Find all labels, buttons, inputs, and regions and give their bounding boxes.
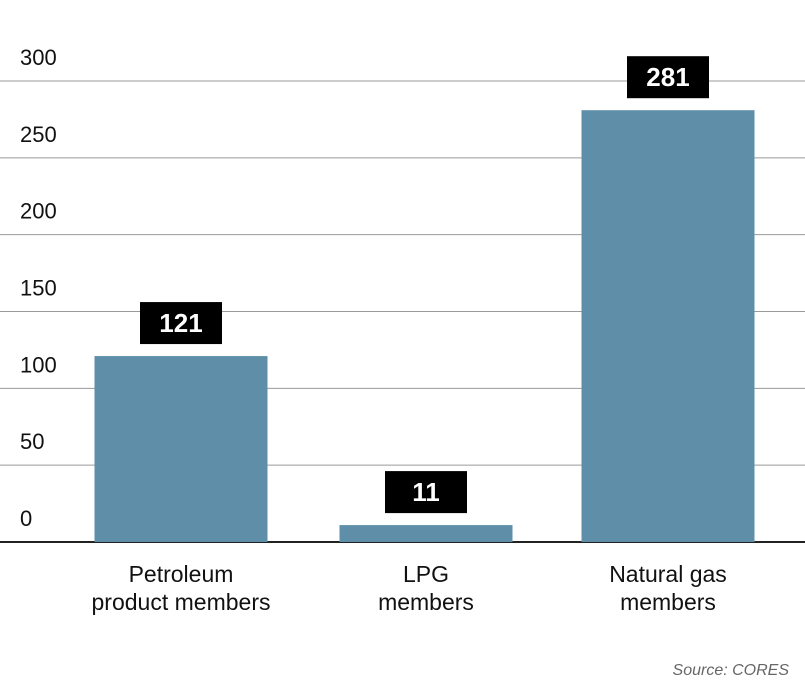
category-label: Petroleum bbox=[129, 561, 234, 587]
category-label: Natural gas bbox=[609, 561, 727, 587]
bars bbox=[94, 110, 755, 543]
data-label-box bbox=[627, 56, 709, 99]
y-tick-label: 150 bbox=[20, 276, 57, 301]
category-label: members bbox=[378, 589, 474, 615]
category-label: product members bbox=[92, 589, 271, 615]
bar bbox=[339, 525, 513, 542]
y-tick-label: 50 bbox=[20, 429, 44, 454]
data-label: 11 bbox=[412, 477, 440, 507]
y-axis-tick-labels: 0 50 100 150 200 250 300 bbox=[20, 45, 57, 531]
data-label-box bbox=[140, 302, 222, 345]
data-labels: 121 11 281 bbox=[140, 56, 709, 514]
category-label: LPG bbox=[403, 561, 449, 587]
data-label: 121 bbox=[159, 308, 202, 338]
y-tick-label: 200 bbox=[20, 199, 57, 224]
data-label: 281 bbox=[646, 62, 689, 92]
category-label: members bbox=[620, 589, 716, 615]
bar bbox=[581, 110, 755, 543]
bar bbox=[94, 356, 268, 542]
y-tick-label: 250 bbox=[20, 122, 57, 147]
y-tick-label: 300 bbox=[20, 45, 57, 70]
source-note: Source: CORES bbox=[672, 662, 789, 679]
y-tick-label: 0 bbox=[20, 506, 32, 531]
data-label-box bbox=[385, 471, 467, 514]
y-tick-label: 100 bbox=[20, 352, 57, 377]
